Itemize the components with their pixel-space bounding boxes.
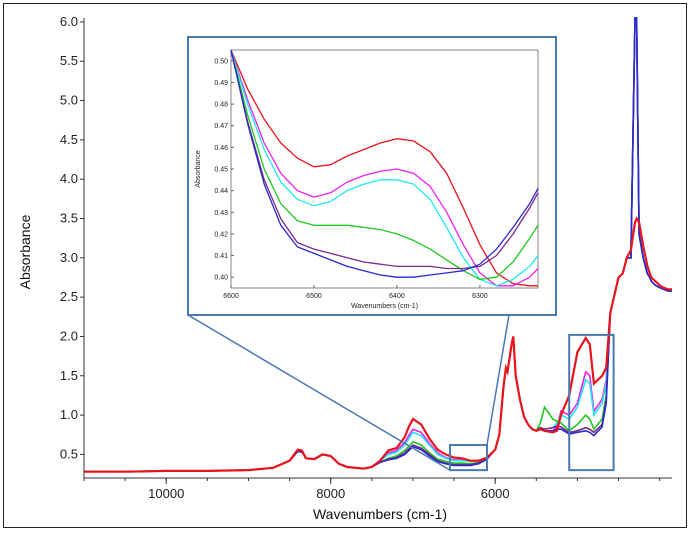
inset-series-line-3 bbox=[230, 49, 539, 287]
inset-x-tick-label: 6600 bbox=[223, 293, 239, 300]
y-tick-label: 4.0 bbox=[60, 171, 78, 186]
inset-y-tick-label: 0.43 bbox=[214, 210, 228, 217]
y-tick-label: 5.0 bbox=[60, 93, 78, 108]
y-tick-label: 5.5 bbox=[60, 53, 78, 68]
inset-series-line-2 bbox=[230, 49, 539, 287]
zoom-connector-left bbox=[187, 314, 451, 471]
inset-y-tick-label: 0.40 bbox=[214, 275, 228, 282]
inset-y-tick-label: 0.48 bbox=[214, 102, 228, 109]
x-tick-label: 6000 bbox=[481, 486, 510, 501]
inset-series-line-1 bbox=[230, 49, 538, 287]
zoom-box-2 bbox=[568, 333, 615, 472]
y-tick-label: 6.0 bbox=[60, 14, 78, 29]
zoom-box-1 bbox=[448, 443, 488, 472]
inset-y-axis-title: Absorbance bbox=[195, 150, 202, 187]
y-tick-label: 2.0 bbox=[60, 328, 78, 343]
main-series-group bbox=[84, 17, 672, 473]
y-tick-label: 3.5 bbox=[60, 211, 78, 226]
y-tick-label: 4.5 bbox=[60, 132, 78, 147]
inset-y-tick-label: 0.47 bbox=[214, 123, 228, 130]
inset-y-tick-label: 0.46 bbox=[214, 145, 228, 152]
inset-y-tick-label: 0.44 bbox=[214, 188, 228, 195]
inset-x-axis-title: Wavenumbers (cm-1) bbox=[351, 303, 418, 310]
inset-x-tick-label: 6400 bbox=[389, 293, 405, 300]
main-series-line-1 bbox=[84, 216, 672, 473]
x-tick-label: 8000 bbox=[316, 486, 345, 501]
inset-y-tick-label: 0.45 bbox=[214, 167, 228, 174]
inset-series-line-5 bbox=[230, 49, 539, 270]
figure-frame bbox=[3, 3, 687, 528]
inset-series-group bbox=[230, 49, 539, 287]
inset-y-tick-label: 0.42 bbox=[214, 231, 228, 238]
y-tick-label: 1.5 bbox=[60, 368, 78, 383]
inset-y-tick-label: 0.49 bbox=[214, 80, 228, 87]
y-tick-label: 0.5 bbox=[60, 446, 78, 461]
inset-series-line-6 bbox=[230, 49, 539, 278]
inset-y-tick-label: 0.50 bbox=[214, 58, 228, 65]
x-axis-title: Wavenumbers (cm-1) bbox=[313, 506, 447, 522]
x-tick-label: 10000 bbox=[148, 486, 184, 501]
y-tick-label: 1.0 bbox=[60, 407, 78, 422]
y-axis-title: Absorbance bbox=[17, 214, 33, 289]
inset-series-line-4 bbox=[230, 49, 539, 280]
y-tick-label: 2.5 bbox=[60, 289, 78, 304]
inset-chart: 0.40 0.41 0.42 0.43 0.44 0.45 0.46 0.47 0.48 0.49… bbox=[187, 36, 557, 316]
inset-y-tick-label: 0.41 bbox=[214, 253, 228, 260]
inset-x-tick-label: 6300 bbox=[472, 293, 488, 300]
inset-x-tick-label: 6500 bbox=[306, 293, 322, 300]
y-tick-label: 3.0 bbox=[60, 250, 78, 265]
